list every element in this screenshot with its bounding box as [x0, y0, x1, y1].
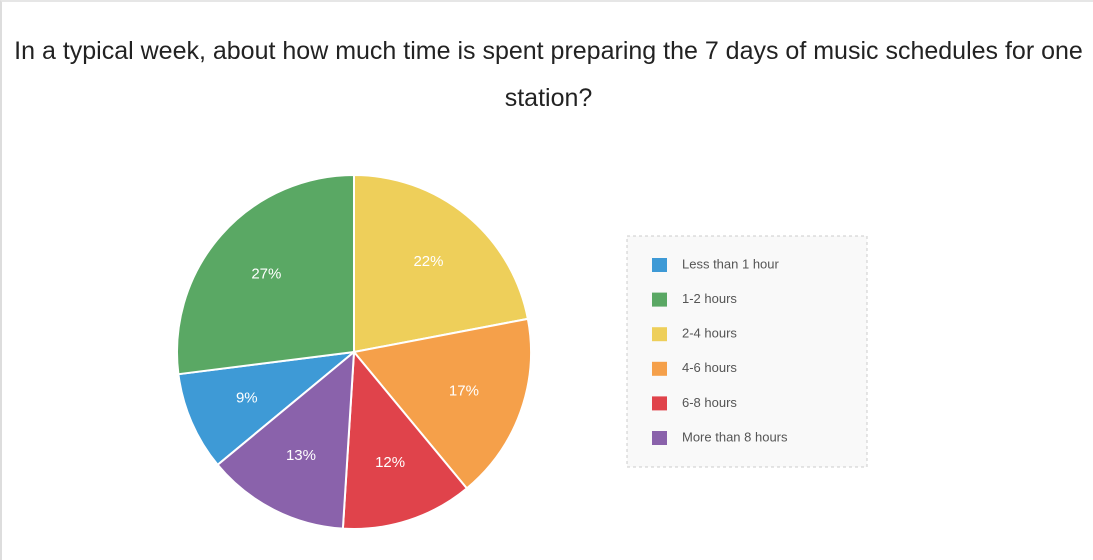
- pie-slice: [353, 173, 530, 354]
- legend-label: 1-2 hours: [682, 291, 737, 306]
- legend-box: [626, 235, 868, 468]
- legend-swatch: [652, 292, 667, 307]
- pie-slice: [176, 173, 355, 376]
- legend-swatch: [652, 327, 667, 342]
- pie-slice: [216, 349, 356, 530]
- legend-label: 4-6 hours: [682, 360, 737, 375]
- pie-slice: [352, 317, 532, 490]
- legend-label: More than 8 hours: [682, 429, 788, 444]
- legend-swatch: [652, 431, 667, 445]
- legend-label: 6-8 hours: [682, 395, 737, 410]
- legend-label: Less than 1 hour: [682, 256, 780, 271]
- slice-label: 22%: [413, 253, 443, 270]
- pie-slice: [177, 350, 358, 467]
- legend-swatch: [652, 396, 667, 411]
- legend-swatch: [652, 361, 667, 376]
- legend-label: 2-4 hours: [682, 326, 737, 341]
- slice-label: 27%: [251, 266, 281, 283]
- legend-swatch: [652, 258, 667, 272]
- slice-label: 12%: [375, 454, 405, 471]
- chart-title: In a typical week, about how much time i…: [14, 37, 1083, 112]
- pie-slice: [341, 349, 469, 530]
- slice-label: 17%: [449, 383, 479, 400]
- slice-label: 13%: [286, 447, 316, 464]
- slice-label: 9%: [236, 389, 258, 406]
